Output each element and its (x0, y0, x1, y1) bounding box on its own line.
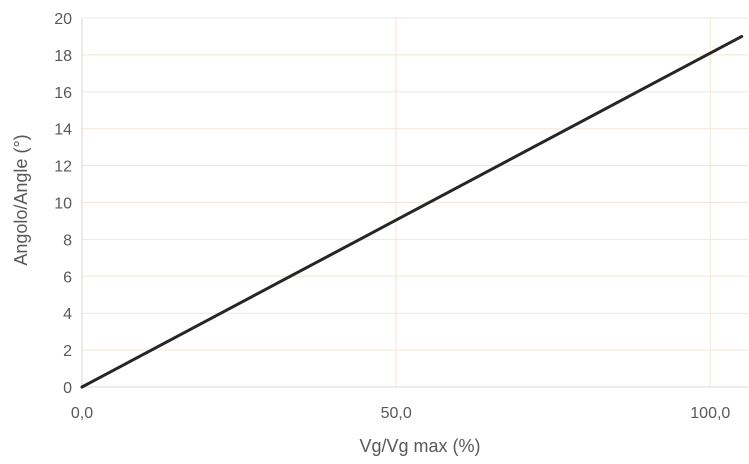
y-tick-label: 4 (63, 306, 72, 323)
y-axis-title: Angolo/Angle (°) (11, 134, 31, 265)
axis-layer (81, 18, 748, 388)
grid-layer (82, 17, 748, 387)
x-tick-label: 50,0 (381, 405, 412, 422)
x-axis-title: Vg/Vg max (%) (359, 436, 480, 456)
x-tick-label: 100,0 (690, 405, 730, 422)
y-tick-label: 16 (54, 85, 72, 102)
y-tick-label: 0 (63, 380, 72, 397)
y-tick-label: 10 (54, 196, 72, 213)
y-tick-label: 12 (54, 159, 72, 176)
y-tick-label: 18 (54, 48, 72, 65)
tick-label-layer: 0 2 4 6 8 10 12 14 16 18 20 0,0 50,0 100,0 (54, 11, 730, 422)
y-tick-label: 8 (63, 232, 72, 249)
y-tick-label: 6 (63, 269, 72, 286)
series-line (80, 34, 744, 389)
y-tick-label: 2 (63, 343, 72, 360)
y-tick-label: 20 (54, 11, 72, 28)
x-tick-label: 0,0 (71, 405, 93, 422)
series-layer (80, 34, 744, 389)
y-tick-label: 14 (54, 122, 72, 139)
